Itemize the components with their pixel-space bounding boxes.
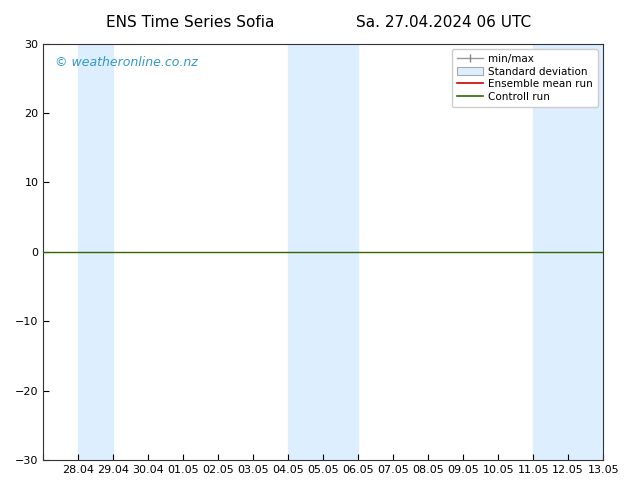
Bar [288, 44, 358, 460]
Text: © weatheronline.co.nz: © weatheronline.co.nz [55, 56, 197, 69]
Text: ENS Time Series Sofia: ENS Time Series Sofia [106, 15, 275, 30]
Bar [533, 44, 603, 460]
Legend: min/max, Standard deviation, Ensemble mean run, Controll run: min/max, Standard deviation, Ensemble me… [451, 49, 598, 107]
Bar [79, 44, 113, 460]
Text: Sa. 27.04.2024 06 UTC: Sa. 27.04.2024 06 UTC [356, 15, 531, 30]
